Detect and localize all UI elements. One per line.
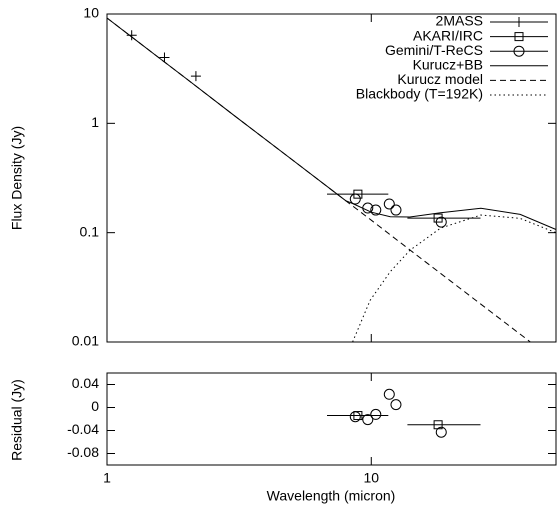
circle-marker <box>383 198 395 210</box>
y-tick-label: -0.08 <box>67 444 99 460</box>
legend-label: Blackbody (T=192K) <box>356 86 483 102</box>
circle-marker <box>390 399 402 411</box>
model-line <box>106 17 557 230</box>
legend-label: Kurucz model <box>397 71 483 87</box>
legend-label: Gemini/T-ReCS <box>385 42 483 58</box>
circle-marker <box>370 204 382 216</box>
x-axis-label: Wavelength (micron) <box>267 488 396 504</box>
y-tick-label: -0.04 <box>67 421 99 437</box>
plus-marker <box>190 71 201 82</box>
y-tick-label: 0 <box>91 398 99 414</box>
circle-marker <box>349 411 361 423</box>
x-tick-label: 1 <box>103 470 111 486</box>
circle-marker <box>370 408 382 420</box>
circle-marker <box>513 45 525 57</box>
circle-marker <box>435 216 447 228</box>
circle-marker <box>435 426 447 438</box>
y-tick-label: 0.04 <box>72 375 99 391</box>
square-marker <box>433 213 443 223</box>
square-marker <box>353 411 363 421</box>
y-tick-label: 0.01 <box>72 333 99 349</box>
circle-marker <box>362 414 374 426</box>
plus-marker <box>514 17 524 27</box>
legend-label: Kurucz+BB <box>413 57 483 73</box>
y-axis-label: Residual (Jy) <box>9 379 25 461</box>
plus-marker <box>126 30 137 41</box>
bottom-plot-frame <box>106 372 557 466</box>
circle-marker <box>349 193 361 205</box>
x-tick-label: 10 <box>363 470 379 486</box>
circle-marker <box>390 204 402 216</box>
legend-label: 2MASS <box>436 13 483 29</box>
model-line <box>106 17 531 343</box>
y-axis-label: Flux Density (Jy) <box>9 126 25 230</box>
plus-marker <box>159 52 170 63</box>
y-tick-label: 10 <box>83 5 99 21</box>
y-tick-label: 0.1 <box>80 223 100 239</box>
top-plot-frame <box>106 13 557 343</box>
model-line <box>352 214 557 343</box>
square-marker <box>514 32 524 42</box>
circle-marker <box>383 388 395 400</box>
y-tick-label: 1 <box>91 114 99 130</box>
legend-label: AKARI/IRC <box>413 27 483 43</box>
